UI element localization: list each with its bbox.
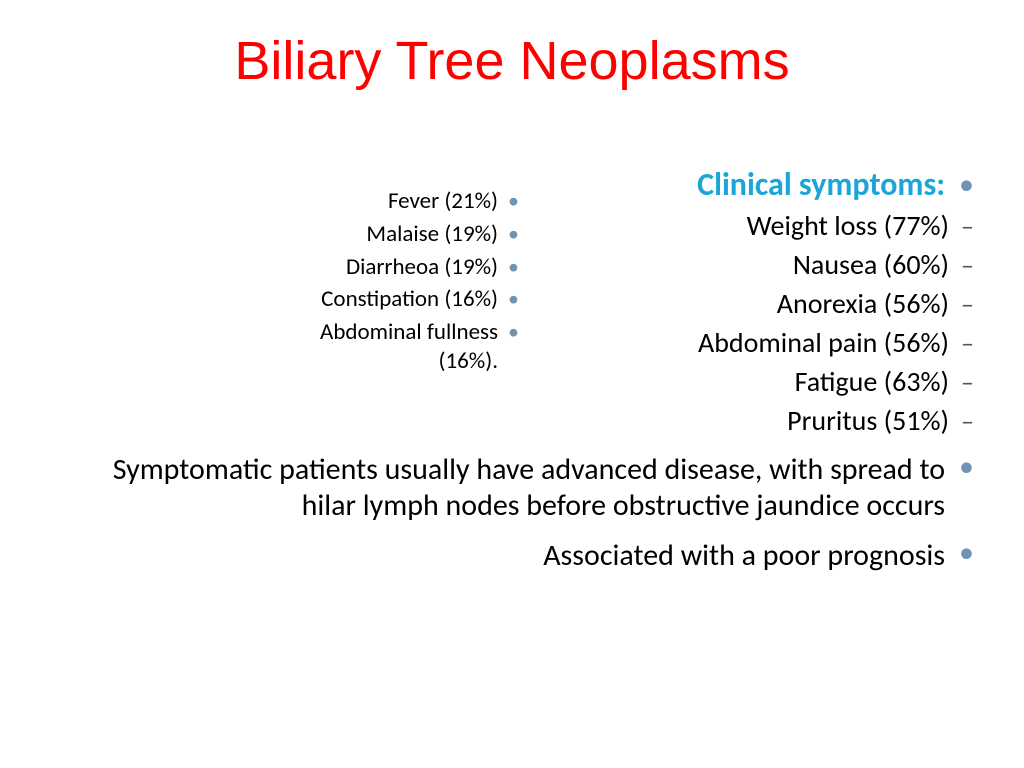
bullet-icon: • <box>508 285 519 314</box>
list-item: –Nausea (60%) <box>519 247 974 282</box>
list-item: –Anorexia (56%) <box>519 286 974 321</box>
list-item: –Pruritus (51%) <box>519 403 974 438</box>
list-item: • Abdominal fullness (16%). <box>179 318 519 376</box>
paragraph-text: Symptomatic patients usually have advanc… <box>60 452 945 524</box>
slide-content: • Clinical symptoms: –Weight loss (77%) … <box>60 165 974 574</box>
item-text: Fever (21%) <box>388 187 498 216</box>
top-row: • Clinical symptoms: –Weight loss (77%) … <box>60 165 974 438</box>
item-text: Constipation (16%) <box>321 285 498 314</box>
paragraph-line: • Associated with a poor prognosis <box>60 538 974 574</box>
dash-icon: – <box>961 288 974 320</box>
item-text: Weight loss (77%) <box>747 208 949 243</box>
item-text: Abdominal fullness (16%). <box>308 318 498 376</box>
item-text: Diarrheoa (19%) <box>346 253 498 282</box>
list-item: –Fatigue (63%) <box>519 364 974 399</box>
bullet-icon: • <box>508 318 519 347</box>
list-item: • Fever (21%) <box>179 187 519 216</box>
paragraph-line: • Symptomatic patients usually have adva… <box>60 452 974 524</box>
item-text: Nausea (60%) <box>793 247 949 282</box>
list-item: –Abdominal pain (56%) <box>519 325 974 360</box>
item-text: Pruritus (51%) <box>787 403 949 438</box>
dash-icon: – <box>961 210 974 242</box>
bullet-icon: • <box>508 253 519 282</box>
list-item: • Constipation (16%) <box>179 285 519 314</box>
main-column: • Clinical symptoms: –Weight loss (77%) … <box>519 165 974 438</box>
bullet-icon: • <box>508 187 519 216</box>
item-text: Abdominal pain (56%) <box>698 325 949 360</box>
item-text: Malaise (19%) <box>366 220 498 249</box>
slide-title: Biliary Tree Neoplasms <box>0 0 1024 92</box>
header-text: Clinical symptoms: <box>697 165 945 204</box>
side-column: • Fever (21%) • Malaise (19%) • Diarrheoa (… <box>179 187 519 380</box>
dash-icon: – <box>961 249 974 281</box>
bullet-icon: • <box>508 220 519 249</box>
item-text: Anorexia (56%) <box>777 286 949 321</box>
dash-icon: – <box>961 366 974 398</box>
paragraph-text: Associated with a poor prognosis <box>543 538 945 574</box>
dash-icon: – <box>961 405 974 437</box>
item-text: Fatigue (63%) <box>795 364 949 399</box>
bullet-icon: • <box>959 538 974 568</box>
bullet-icon: • <box>959 452 974 482</box>
list-item: • Malaise (19%) <box>179 220 519 249</box>
list-item: –Weight loss (77%) <box>519 208 974 243</box>
dash-icon: – <box>961 327 974 359</box>
list-item: • Diarrheoa (19%) <box>179 253 519 282</box>
header-line: • Clinical symptoms: <box>519 165 974 204</box>
bullet-icon: • <box>959 170 974 200</box>
